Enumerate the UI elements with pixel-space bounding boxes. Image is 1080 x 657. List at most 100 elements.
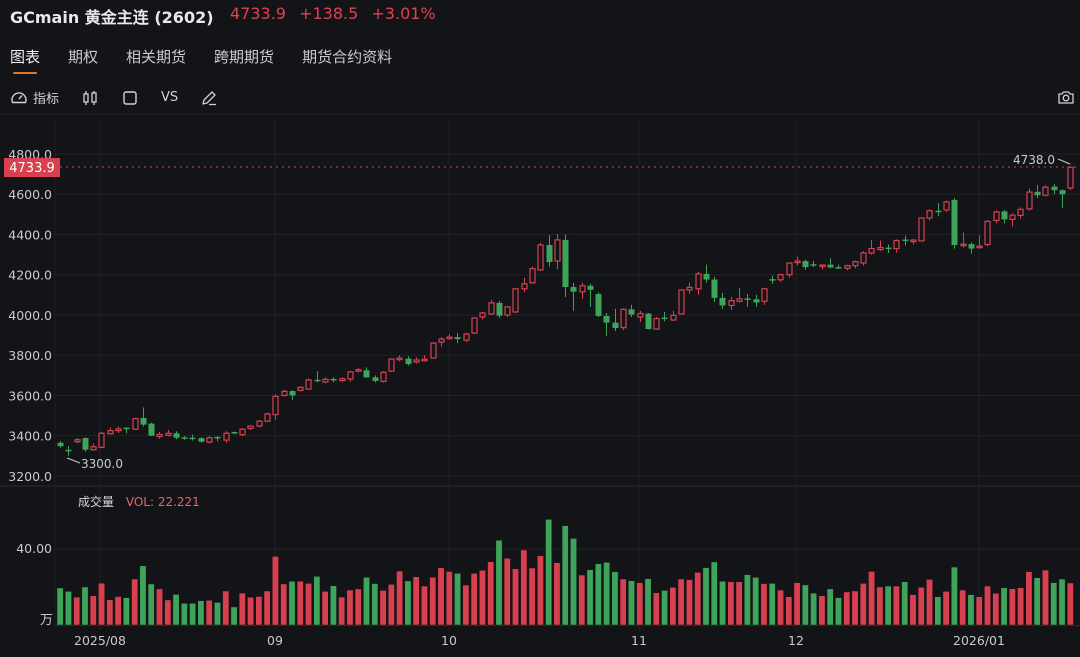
candle bbox=[181, 436, 188, 440]
chart-type-button[interactable] bbox=[81, 89, 99, 107]
volume-bar bbox=[412, 576, 420, 626]
volume-bar bbox=[1066, 582, 1074, 626]
candle-body bbox=[173, 433, 180, 438]
candle bbox=[579, 282, 586, 299]
candle-body bbox=[189, 437, 196, 440]
volume-bar bbox=[470, 573, 478, 626]
candle-body bbox=[463, 333, 470, 341]
candle bbox=[156, 432, 163, 439]
candle bbox=[214, 436, 221, 442]
candle bbox=[322, 377, 329, 384]
volume-bar bbox=[131, 578, 139, 626]
time-axis: 2025/08 09 10 11 12 2026/01 bbox=[74, 633, 1005, 648]
volume-bar bbox=[1050, 582, 1058, 626]
candle bbox=[521, 277, 528, 293]
candle bbox=[446, 334, 453, 340]
candle bbox=[330, 377, 337, 383]
volume-bar bbox=[437, 567, 445, 626]
candle bbox=[753, 294, 760, 307]
volume-bar bbox=[445, 571, 453, 626]
volume-bar bbox=[586, 569, 594, 626]
volume-bar bbox=[230, 606, 238, 626]
draw-button[interactable] bbox=[200, 89, 218, 107]
candle bbox=[653, 316, 660, 330]
volume-bar bbox=[214, 602, 221, 626]
candle bbox=[628, 304, 635, 317]
candle-body bbox=[753, 299, 760, 303]
candle-body bbox=[1067, 166, 1074, 189]
candle-body bbox=[181, 437, 188, 439]
candle bbox=[637, 310, 644, 323]
candle bbox=[562, 234, 569, 298]
candle-body bbox=[993, 211, 1000, 221]
candle bbox=[570, 282, 577, 311]
volume-bar bbox=[1008, 588, 1016, 626]
candle-body bbox=[918, 217, 925, 242]
volume-bar bbox=[487, 561, 495, 626]
volume-bar bbox=[752, 577, 760, 626]
tab-contract-info[interactable]: 期货合约资料 bbox=[302, 48, 393, 66]
candle-body bbox=[587, 285, 594, 290]
candle-body bbox=[645, 313, 652, 330]
candle-body bbox=[595, 294, 602, 316]
volume-bar bbox=[313, 576, 321, 626]
tab-related-futures[interactable]: 相关期货 bbox=[126, 48, 187, 66]
candle-body bbox=[612, 322, 619, 329]
candle-body bbox=[951, 199, 958, 245]
volume-bar bbox=[89, 595, 97, 626]
candle-body bbox=[98, 432, 105, 448]
volume-bar bbox=[288, 581, 296, 626]
volume-bar bbox=[189, 603, 197, 626]
candle bbox=[272, 394, 279, 420]
candle-body bbox=[537, 244, 544, 271]
candle-body bbox=[363, 370, 370, 378]
volume-bar bbox=[851, 590, 859, 626]
volume-bar bbox=[1000, 587, 1008, 626]
tab-chart[interactable]: 图表 bbox=[10, 48, 41, 74]
volume-bar bbox=[859, 583, 867, 626]
candle-body bbox=[943, 201, 950, 211]
toolbar-divider bbox=[0, 114, 1080, 115]
candle-body bbox=[844, 265, 851, 269]
tab-options[interactable]: 期权 bbox=[68, 48, 99, 66]
candle-body bbox=[107, 430, 114, 435]
candle bbox=[297, 386, 304, 392]
candle bbox=[454, 333, 461, 344]
volume-bar bbox=[959, 589, 967, 626]
volume-bar bbox=[56, 587, 64, 626]
volume-bar bbox=[619, 578, 627, 626]
candle-body bbox=[868, 247, 875, 254]
candle-body bbox=[272, 395, 279, 416]
y-tick-label: 3400.0 bbox=[8, 429, 52, 444]
candle-body bbox=[637, 312, 644, 318]
high-label-pointer bbox=[1057, 158, 1071, 165]
tab-calendar-spreads[interactable]: 跨期期货 bbox=[214, 48, 275, 66]
volume-bar bbox=[73, 596, 81, 626]
candle bbox=[537, 242, 544, 272]
candle-body bbox=[471, 317, 478, 334]
volume-bar bbox=[835, 597, 842, 626]
compare-label: VS bbox=[161, 90, 179, 105]
candle bbox=[438, 337, 445, 347]
volume-bar bbox=[503, 558, 511, 626]
candle bbox=[231, 431, 238, 435]
volume-bar bbox=[371, 583, 379, 626]
screenshot-button[interactable] bbox=[1057, 88, 1075, 110]
candle-body bbox=[1026, 191, 1033, 210]
volume-bar bbox=[205, 600, 213, 626]
candle bbox=[1026, 188, 1033, 211]
volume-bar bbox=[743, 574, 751, 626]
candle bbox=[372, 375, 379, 383]
candle bbox=[173, 431, 180, 440]
candle bbox=[198, 437, 205, 443]
candle bbox=[910, 238, 917, 245]
candle-body bbox=[223, 432, 230, 441]
candle bbox=[993, 210, 1000, 224]
drawing-shape-button[interactable] bbox=[121, 89, 139, 107]
indicators-button[interactable]: 指标 bbox=[10, 88, 59, 107]
compare-button[interactable]: VS bbox=[161, 90, 178, 105]
volume-label: 成交量 bbox=[78, 495, 115, 509]
volume-bar bbox=[462, 584, 470, 626]
candle-body bbox=[562, 239, 569, 287]
